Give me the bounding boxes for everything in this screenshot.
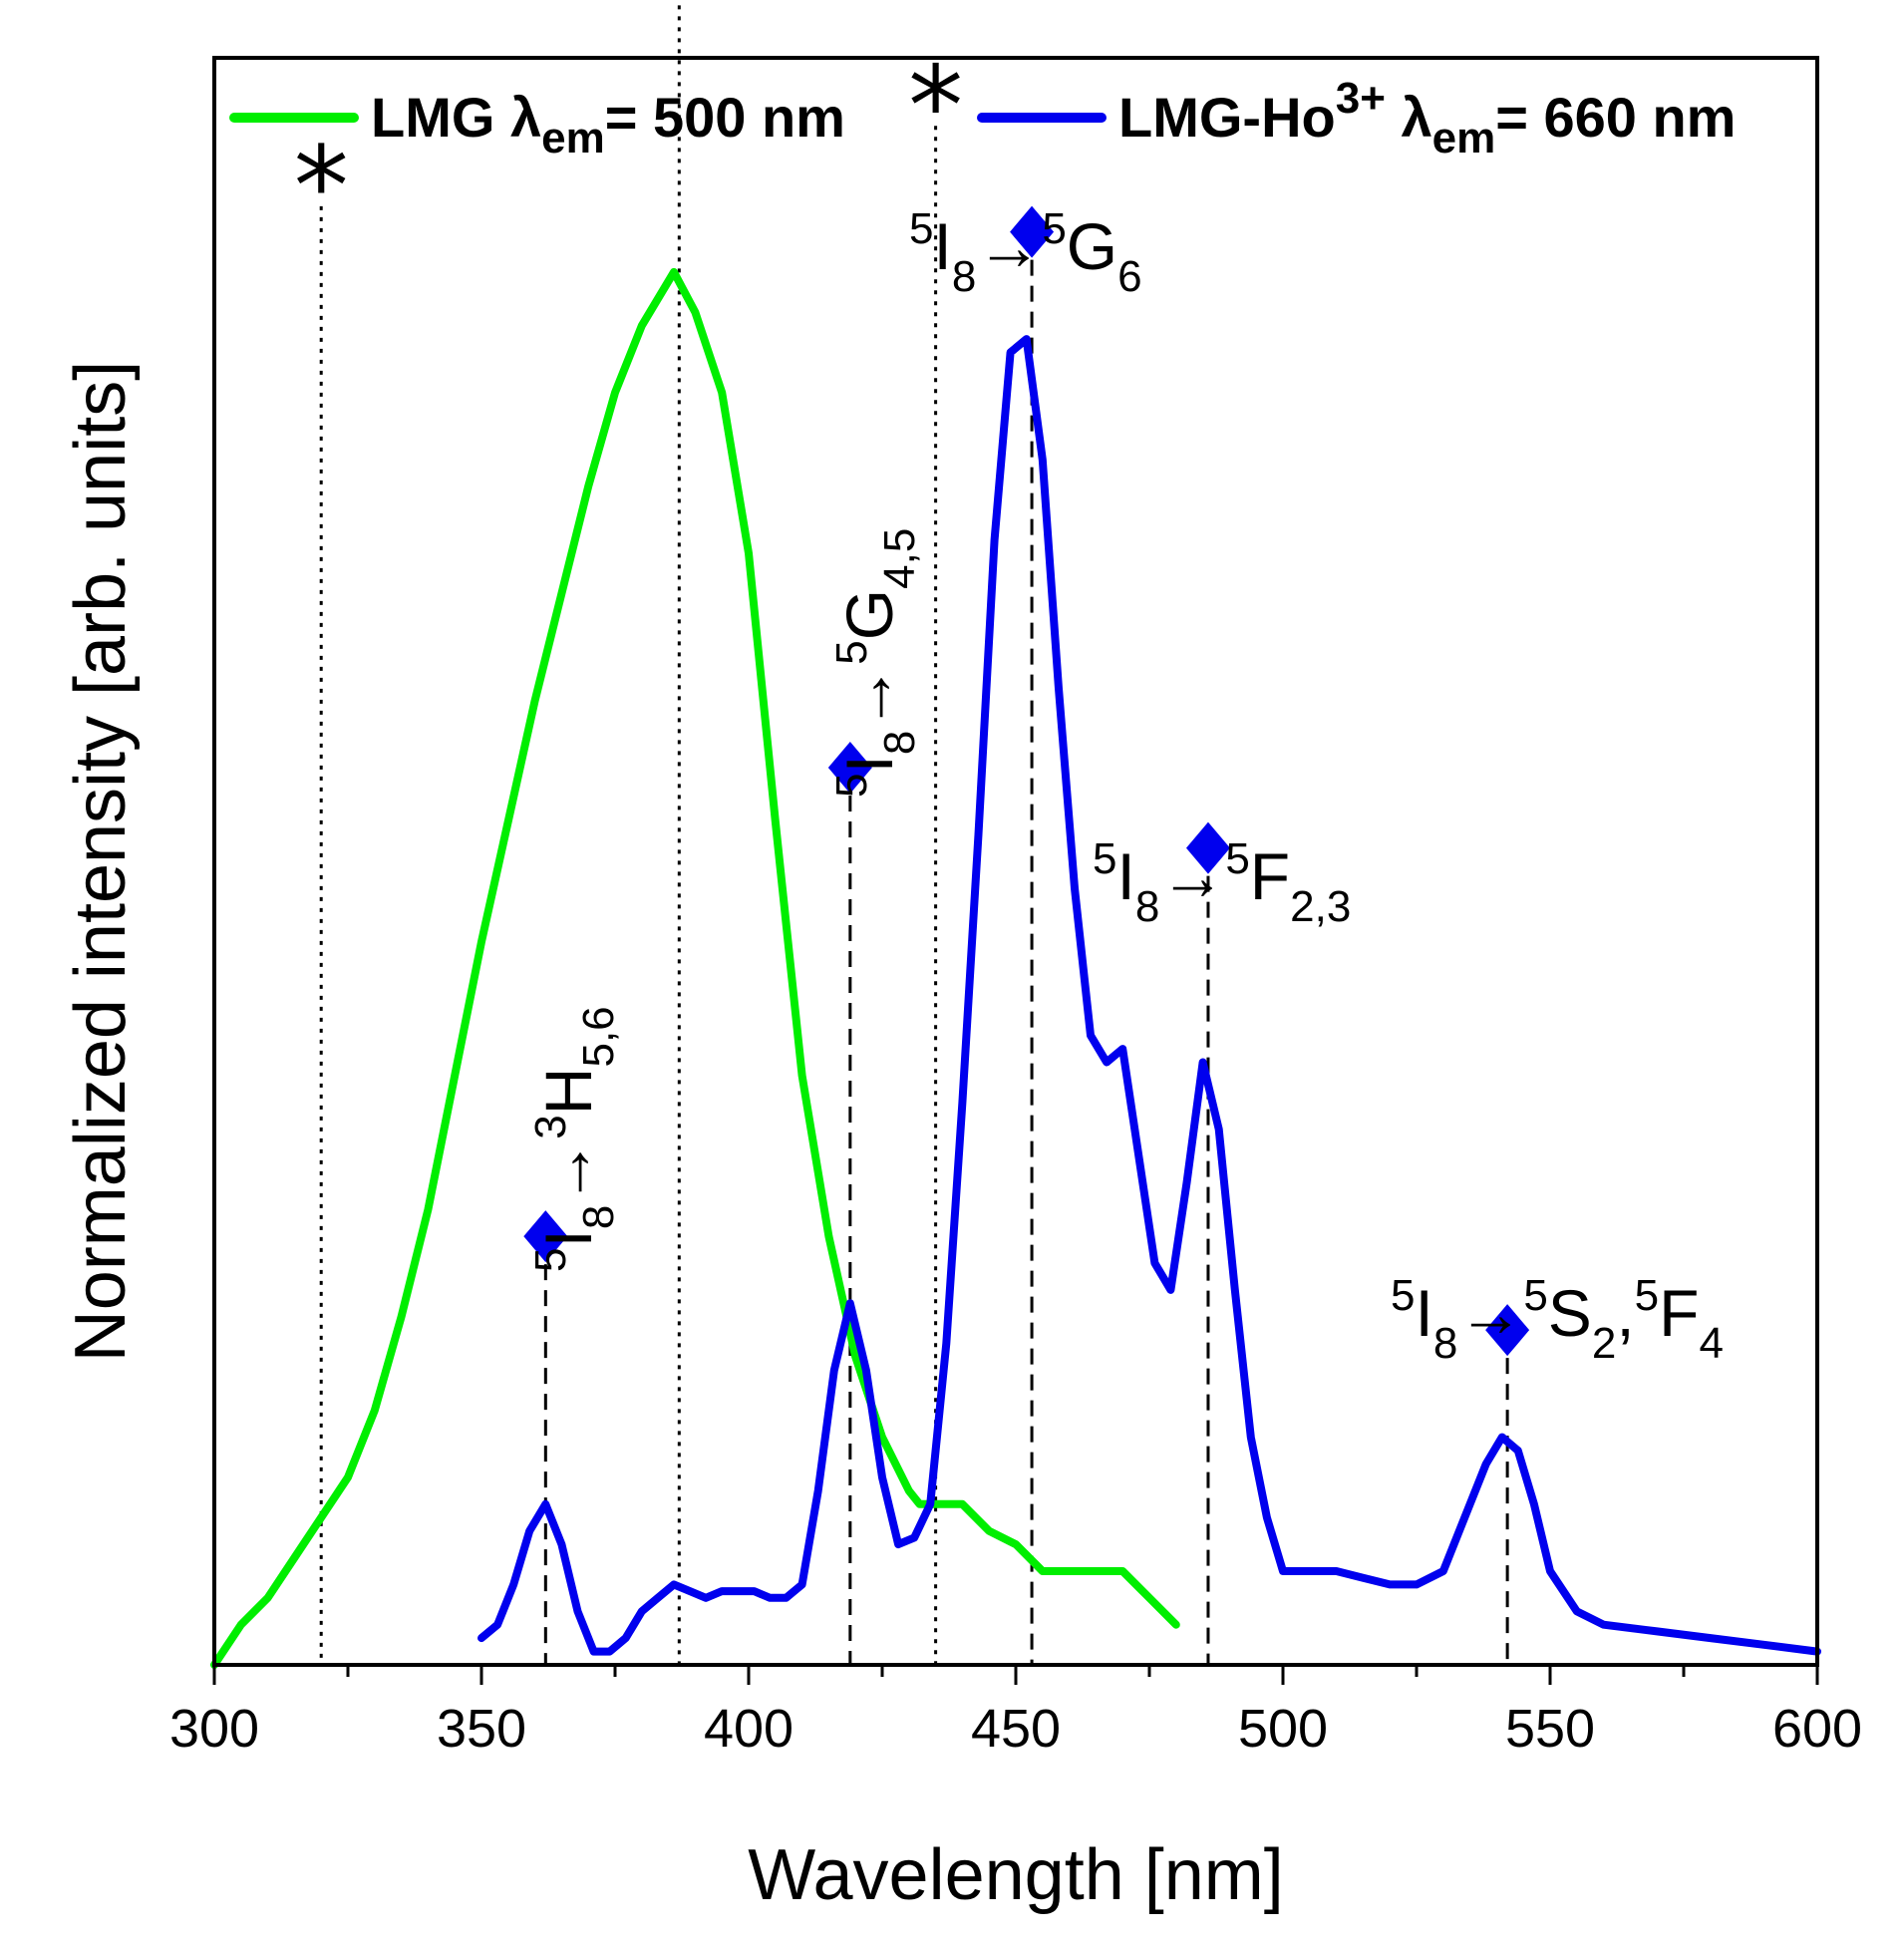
transition-label-group: 5I8→3H5,6 (526, 1006, 623, 1272)
lmg-asterisk-marker: * (908, 42, 963, 169)
x-axis-ticks: 300 350 400 450 500 550 600 (169, 1665, 1862, 1759)
transition-label: 5I8→5S2,5F4 (1391, 1271, 1724, 1368)
ho-diamond-marker (1010, 205, 1055, 258)
transition-label: 5I8→5G4,5 (827, 528, 924, 798)
transition-label: 5I8→5G6 (909, 204, 1142, 301)
x-tick-label: 500 (1238, 1699, 1328, 1759)
x-tick-label: 400 (704, 1699, 793, 1759)
legend: LMG λem= 500 nm LMG-Ho3+ λem= 660 nm (229, 74, 1736, 162)
transition-label-group: 5I8→5S2,5F4 (1391, 1271, 1724, 1368)
transition-label-group: 5I8→5G6 (909, 204, 1142, 301)
transition-label-group: 5I8→5F2,3 (1093, 834, 1351, 931)
transition-label: 5I8→3H5,6 (526, 1006, 623, 1272)
series-line-lmg-ho3- (477, 335, 1821, 1656)
x-tick-label: 600 (1772, 1699, 1862, 1759)
series-line-lmg (210, 267, 1180, 1669)
x-tick-label: 450 (971, 1699, 1061, 1759)
ho-diamond-marker (1185, 821, 1230, 874)
legend-label-ho: LMG-Ho3+ λem= 660 nm (1118, 74, 1736, 162)
ho-diamond-marker (523, 1210, 568, 1263)
x-tick-label: 550 (1505, 1699, 1595, 1759)
x-tick-label: 300 (169, 1699, 259, 1759)
x-axis-title: Wavelength [nm] (748, 1835, 1284, 1915)
lmg-asterisk-marker: * (294, 123, 349, 250)
x-tick-label: 350 (437, 1699, 526, 1759)
y-axis-title: Normalized intensity [arb. units] (61, 361, 141, 1362)
series-lines (210, 267, 1821, 1669)
lmg-asterisk-marker: * (652, 0, 707, 49)
peak-markers: * * * (294, 0, 1530, 1357)
legend-label-lmg: LMG λem= 500 nm (371, 86, 845, 162)
transition-labels: 5I8→3H5,6 5I8→5G4,5 5I8→5G6 5I8→5F2,3 5I8→5S… (526, 204, 1724, 1368)
guide-lines (319, 5, 1509, 1665)
ho-diamond-marker (827, 741, 872, 794)
ho-diamond-marker (1485, 1304, 1530, 1357)
transition-label: 5I8→5F2,3 (1093, 834, 1351, 931)
transition-label-group: 5I8→5G4,5 (827, 528, 924, 798)
plot-frame (212, 56, 1819, 1667)
